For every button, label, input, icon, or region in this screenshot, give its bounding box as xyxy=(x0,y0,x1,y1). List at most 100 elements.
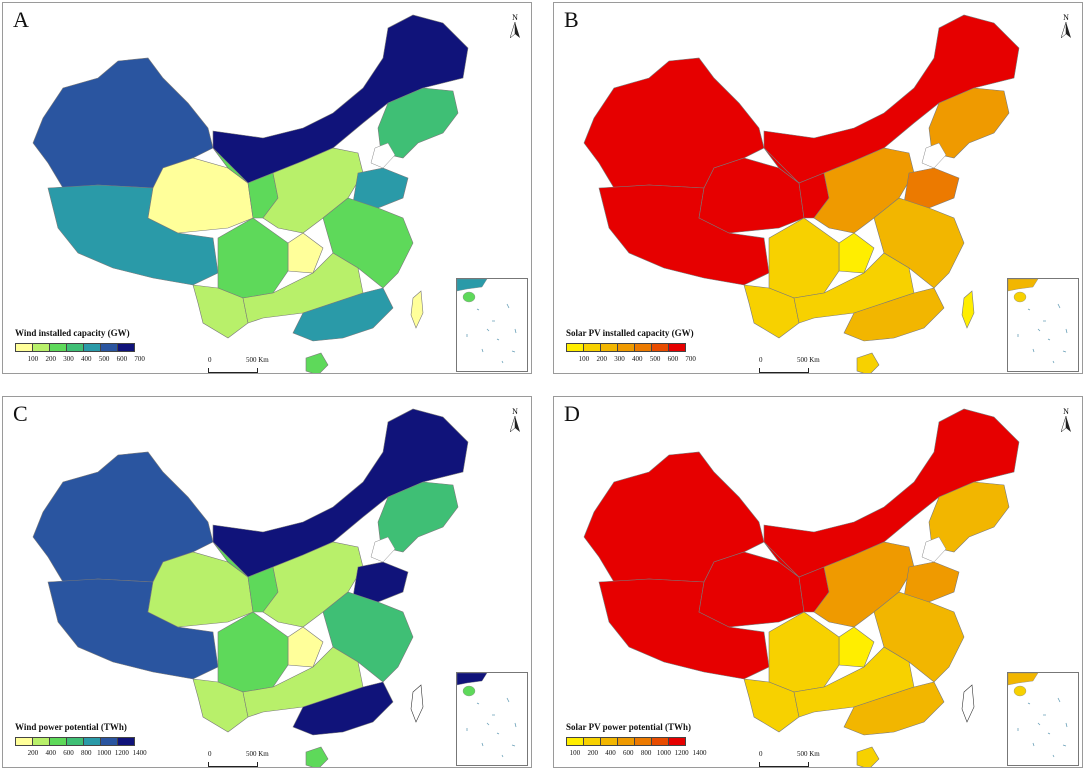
legend-swatch xyxy=(566,343,584,352)
south-china-sea-inset xyxy=(1007,278,1079,372)
legend-swatch xyxy=(83,343,101,352)
region-east xyxy=(873,197,965,289)
map-panel-b: B N Solar PV installed capacity (GW) 100 200… xyxy=(553,2,1083,374)
china-choropleth-map xyxy=(32,14,469,373)
legend-tick-label: 1000 xyxy=(656,749,671,757)
legend-swatch xyxy=(15,343,33,352)
legend-tick-label: 500 xyxy=(98,355,110,363)
legend-swatch xyxy=(100,343,118,352)
north-label: N xyxy=(512,13,518,22)
legend-swatch xyxy=(600,343,618,352)
legend-tick-label: 100 xyxy=(569,749,581,757)
legend-swatch xyxy=(617,343,635,352)
north-label: N xyxy=(1063,13,1069,22)
map-panel-c: C N Wind power potential (TWh) 200 400 600 800… xyxy=(2,396,532,768)
region-yunnan xyxy=(743,678,800,733)
region-shandong xyxy=(352,561,409,603)
region-hainan xyxy=(856,352,880,373)
legend-swatch xyxy=(117,737,135,746)
south-china-sea-inset xyxy=(1007,672,1079,766)
legend-tick-label: 700 xyxy=(685,355,696,363)
region-southwest xyxy=(768,217,840,299)
region-southwest xyxy=(217,611,289,693)
legend-swatch xyxy=(66,737,84,746)
compass-arrow-icon xyxy=(509,415,520,433)
legend-title: Solar PV installed capacity (GW) xyxy=(566,328,694,338)
legend-color-bar xyxy=(15,343,135,352)
legend-swatch xyxy=(651,737,669,746)
legend-tick-label: 100 xyxy=(27,355,39,363)
region-guangdong xyxy=(292,681,394,736)
scale-zero-label: 0 xyxy=(208,750,212,758)
legend-swatch xyxy=(117,343,135,352)
scale-line xyxy=(759,762,809,767)
region-hainan xyxy=(305,352,329,373)
region-taiwan xyxy=(961,684,975,723)
scale-distance-label: 500 Km xyxy=(797,356,820,364)
china-choropleth-map xyxy=(583,408,1020,767)
legend-tick-label: 400 xyxy=(605,749,616,757)
region-guangdong xyxy=(843,287,945,342)
region-shandong xyxy=(903,561,960,603)
legend-tick-label: 300 xyxy=(614,355,625,363)
legend-tick-label: 700 xyxy=(134,355,145,363)
north-label: N xyxy=(512,407,518,416)
legend-tick-label: 300 xyxy=(63,355,74,363)
legend-tick-label: 400 xyxy=(81,355,92,363)
legend-ticks: 200 400 600 800 1000 1200 1400 xyxy=(24,749,149,757)
south-china-sea-inset xyxy=(456,278,528,372)
region-shandong xyxy=(903,167,960,209)
map-panel-d: D N Solar PV power potential (TWh) 100 200 40… xyxy=(553,396,1083,768)
legend-ticks: 100 200 400 600 800 1000 1200 1400 xyxy=(566,749,708,757)
legend-swatch xyxy=(15,737,33,746)
compass-arrow-icon xyxy=(509,21,520,39)
region-center xyxy=(838,626,875,668)
region-southwest xyxy=(217,217,289,299)
china-choropleth-map xyxy=(32,408,469,767)
region-hainan xyxy=(305,746,329,767)
inset-map xyxy=(456,672,517,758)
panel-letter: D xyxy=(564,401,580,426)
inset-map xyxy=(456,278,517,364)
region-center xyxy=(838,232,875,274)
legend-swatch xyxy=(668,343,686,352)
map-panel-a: A N Wind installed capacity (GW) 100 200 300 4… xyxy=(2,2,532,374)
region-guangdong xyxy=(843,681,945,736)
legend-swatch xyxy=(32,737,50,746)
legend-tick-label: 600 xyxy=(116,355,128,363)
scale-zero-label: 0 xyxy=(759,356,763,364)
bohai-sea xyxy=(921,142,947,169)
region-hainan xyxy=(856,746,880,767)
inset-map xyxy=(1007,278,1068,364)
legend-tick-label: 200 xyxy=(45,355,56,363)
legend-title: Wind power potential (TWh) xyxy=(15,722,127,732)
region-center xyxy=(287,626,324,668)
bohai-sea xyxy=(921,536,947,563)
legend-swatch xyxy=(49,343,67,352)
bohai-sea xyxy=(370,536,396,563)
legend-tick-label: 200 xyxy=(596,355,607,363)
legend-tick-label: 800 xyxy=(81,749,92,757)
region-taiwan xyxy=(410,684,424,723)
region-east xyxy=(322,591,414,683)
legend-tick-label: 1400 xyxy=(132,749,147,757)
region-yunnan xyxy=(743,284,800,339)
compass-arrow-icon xyxy=(1060,415,1071,433)
scale-line xyxy=(208,762,258,767)
legend-swatch xyxy=(617,737,635,746)
legend-tick-label: 400 xyxy=(632,355,643,363)
legend-swatch xyxy=(583,737,601,746)
region-southwest xyxy=(768,611,840,693)
legend-ticks: 100 200 300 400 500 600 700 xyxy=(575,355,700,363)
legend-swatch xyxy=(634,737,652,746)
compass-arrow-icon xyxy=(1060,21,1071,39)
scale-line xyxy=(759,368,809,373)
scale-zero-label: 0 xyxy=(759,750,763,758)
legend-color-bar xyxy=(566,343,686,352)
region-northeast xyxy=(928,481,1010,553)
legend-swatch xyxy=(66,343,84,352)
region-center xyxy=(287,232,324,274)
region-east xyxy=(322,197,414,289)
panel-letter: C xyxy=(13,401,28,426)
scale-zero-label: 0 xyxy=(208,356,212,364)
